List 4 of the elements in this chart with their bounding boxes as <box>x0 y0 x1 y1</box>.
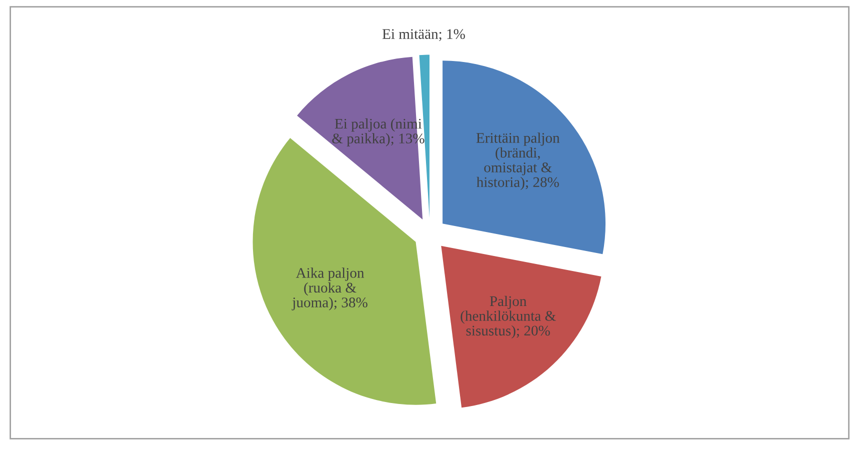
slice-label: Ei mitään; 1% <box>382 29 465 42</box>
slice-label: Erittäin paljon (brändi, omistajat & historia); 28% <box>476 132 560 190</box>
slice-label: Paljon (henkilökunta & sisustus); 20% <box>460 296 556 339</box>
slice-label: Aika paljon (ruoka & juoma); 38% <box>292 268 368 310</box>
